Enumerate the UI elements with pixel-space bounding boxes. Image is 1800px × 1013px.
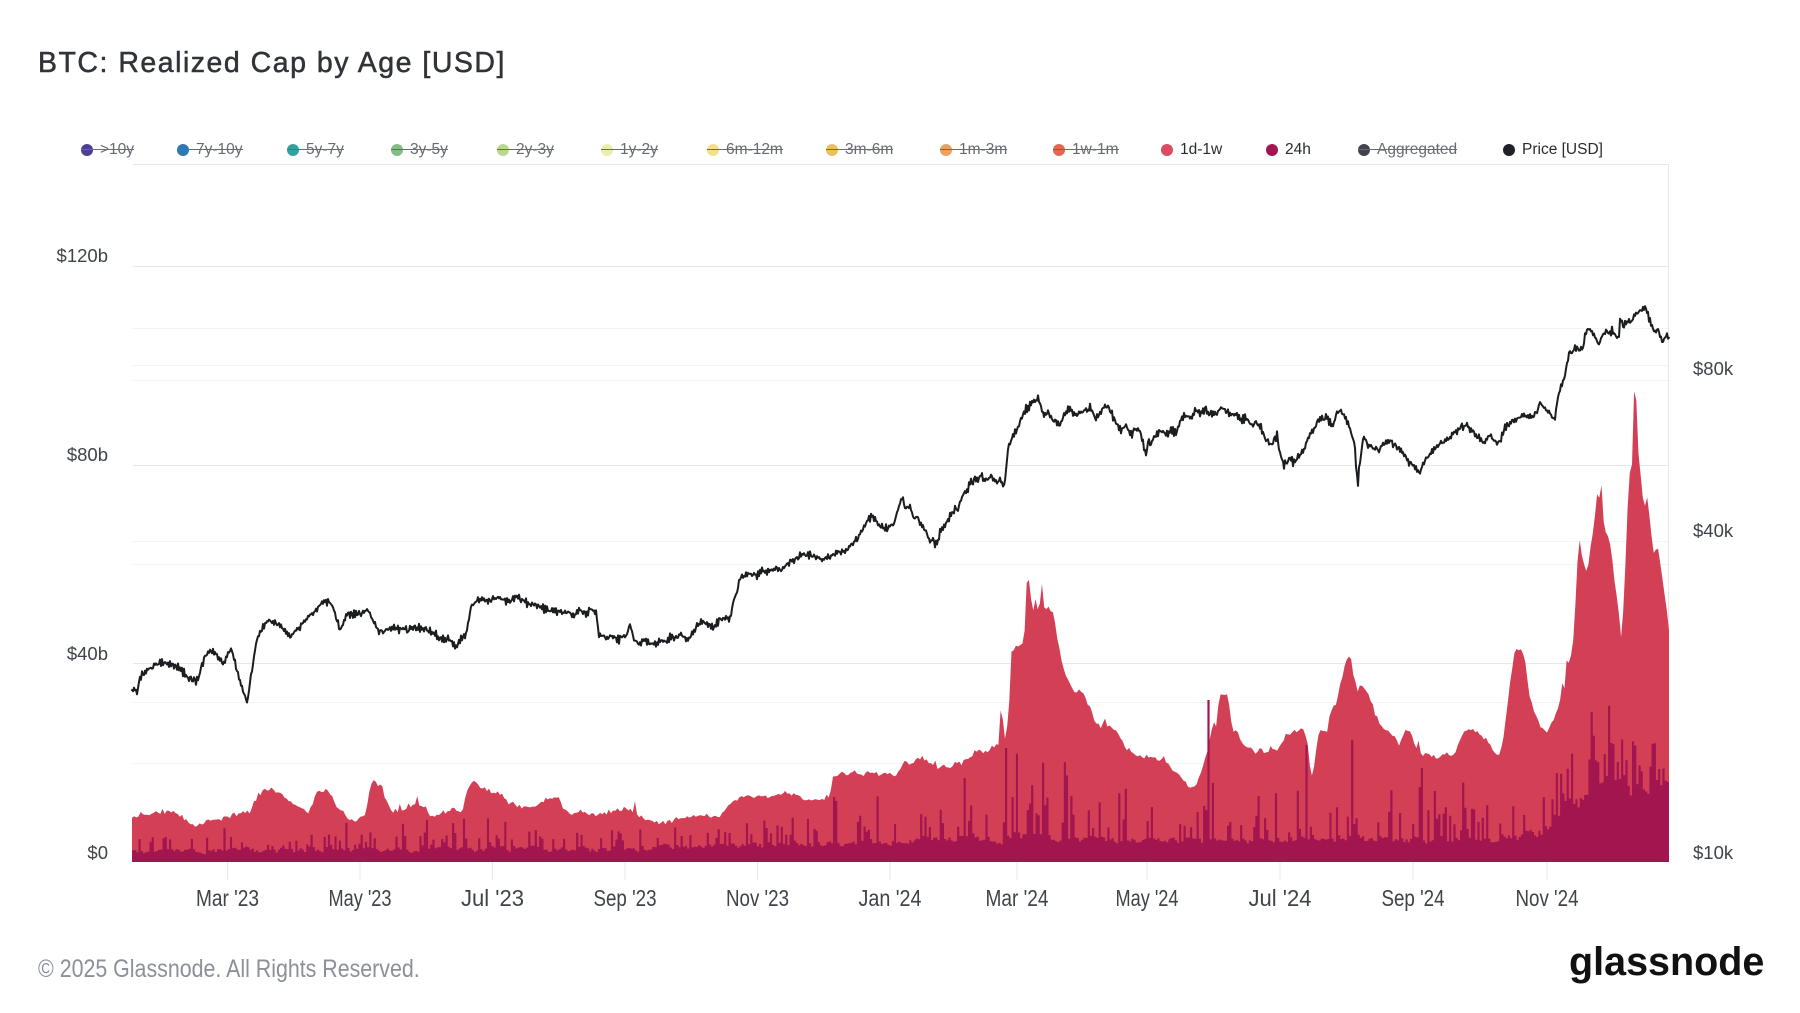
svg-text:Nov '23: Nov '23 (726, 885, 789, 911)
svg-text:$80k: $80k (1693, 358, 1734, 379)
svg-text:Jan '24: Jan '24 (859, 885, 922, 911)
svg-text:$120b: $120b (57, 245, 108, 266)
svg-text:$10k: $10k (1693, 842, 1734, 863)
svg-text:$40b: $40b (67, 643, 108, 664)
svg-text:May '23: May '23 (329, 885, 392, 911)
svg-text:$40k: $40k (1693, 520, 1734, 541)
svg-text:$80b: $80b (67, 444, 108, 465)
svg-text:Mar '24: Mar '24 (986, 885, 1049, 911)
svg-text:Nov '24: Nov '24 (1516, 885, 1579, 911)
svg-text:Mar '23: Mar '23 (196, 885, 259, 911)
svg-text:Sep '24: Sep '24 (1382, 885, 1445, 911)
svg-text:May '24: May '24 (1116, 885, 1179, 911)
svg-text:Sep '23: Sep '23 (594, 885, 657, 911)
svg-text:$0: $0 (87, 842, 108, 863)
svg-text:Jul '24: Jul '24 (1249, 885, 1312, 911)
svg-text:Jul '23: Jul '23 (461, 885, 524, 911)
